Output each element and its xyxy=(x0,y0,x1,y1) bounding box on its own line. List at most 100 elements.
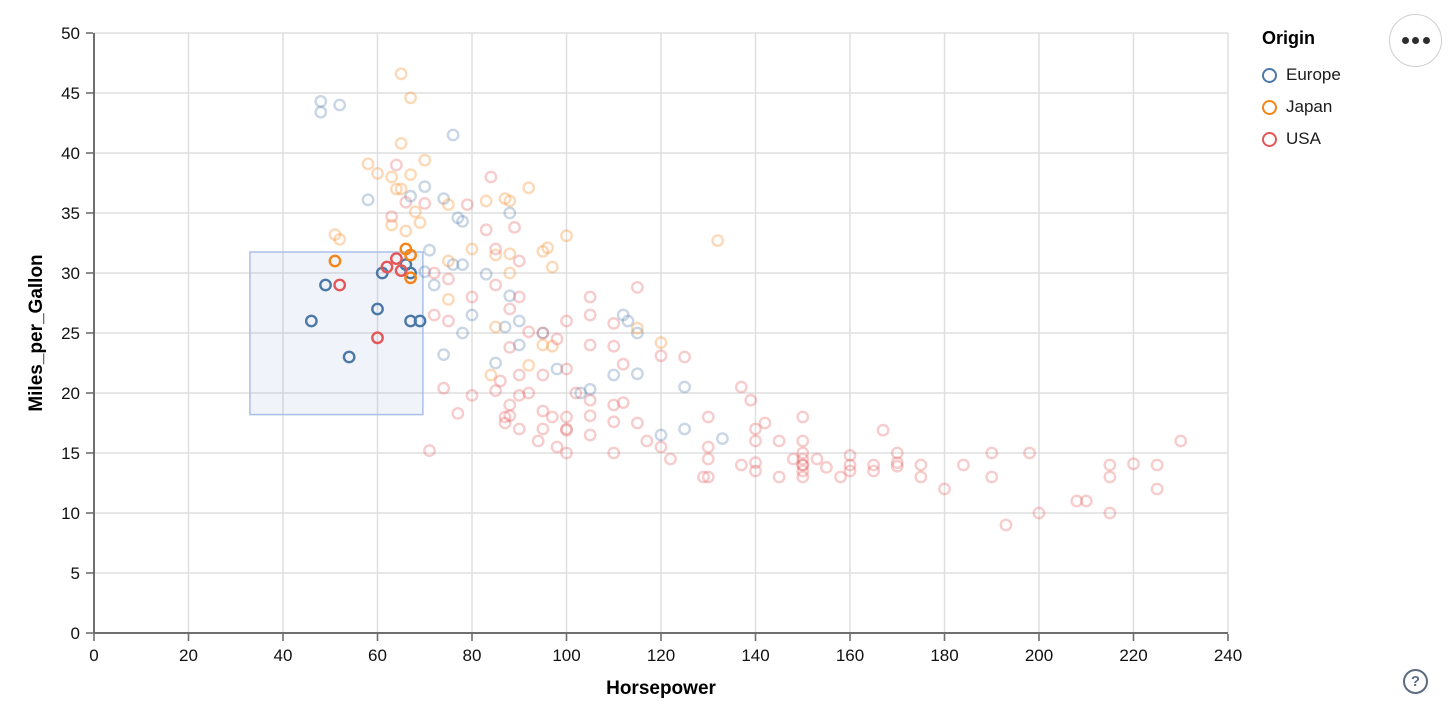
data-point-usa[interactable] xyxy=(583,409,597,423)
data-point-europe-selected[interactable] xyxy=(371,302,384,316)
data-point-europe[interactable] xyxy=(489,356,503,370)
data-point-usa[interactable] xyxy=(489,384,503,397)
data-point-usa[interactable] xyxy=(772,470,786,484)
data-point-japan[interactable] xyxy=(541,241,554,255)
data-point-usa[interactable] xyxy=(890,459,904,473)
data-point-europe[interactable] xyxy=(314,105,328,119)
data-point-usa[interactable] xyxy=(701,470,715,484)
data-point-europe[interactable] xyxy=(503,206,517,220)
data-point-europe[interactable] xyxy=(465,308,479,322)
data-point-usa[interactable] xyxy=(503,340,517,354)
data-point-europe[interactable] xyxy=(404,189,417,203)
data-point-usa[interactable] xyxy=(583,338,597,352)
data-point-japan[interactable] xyxy=(465,242,479,256)
data-point-usa[interactable] xyxy=(560,410,573,424)
data-point-japan[interactable] xyxy=(408,205,422,219)
data-point-usa[interactable] xyxy=(607,446,621,460)
legend-item-europe[interactable]: Europe xyxy=(1262,59,1341,91)
data-point-usa[interactable] xyxy=(607,415,621,429)
data-point-usa[interactable] xyxy=(522,386,536,400)
data-point-usa[interactable] xyxy=(796,464,810,478)
data-point-usa[interactable] xyxy=(512,254,526,268)
data-point-usa[interactable] xyxy=(1150,458,1164,472)
data-point-europe[interactable] xyxy=(630,326,644,340)
data-point-usa[interactable] xyxy=(985,446,999,460)
data-point-japan-selected[interactable] xyxy=(404,271,417,285)
data-point-europe[interactable] xyxy=(621,314,635,328)
data-point-japan[interactable] xyxy=(545,339,559,353)
data-point-usa[interactable] xyxy=(1070,494,1084,508)
data-point-europe[interactable] xyxy=(616,308,630,322)
legend-item-japan[interactable]: Japan xyxy=(1262,91,1341,123)
data-point-usa[interactable] xyxy=(569,386,583,400)
data-point-usa[interactable] xyxy=(1174,434,1188,448)
data-point-usa[interactable] xyxy=(957,458,970,472)
data-point-usa[interactable] xyxy=(512,368,526,382)
data-point-usa[interactable] xyxy=(503,398,517,412)
data-point-usa[interactable] xyxy=(1127,457,1140,471)
data-point-usa[interactable] xyxy=(678,350,692,364)
data-point-usa[interactable] xyxy=(1103,470,1117,484)
data-point-japan-selected[interactable] xyxy=(328,254,342,268)
data-point-japan[interactable] xyxy=(399,224,413,238)
data-point-japan[interactable] xyxy=(503,247,517,261)
data-point-usa[interactable] xyxy=(489,242,503,256)
data-point-usa[interactable] xyxy=(867,458,881,472)
data-point-usa[interactable] xyxy=(498,416,512,430)
data-point-usa[interactable] xyxy=(545,410,559,424)
data-point-japan-selected[interactable] xyxy=(404,248,417,262)
data-point-usa[interactable] xyxy=(985,470,999,484)
data-point-usa[interactable] xyxy=(1023,446,1036,460)
data-point-usa[interactable] xyxy=(607,398,621,412)
data-point-usa[interactable] xyxy=(772,434,786,448)
data-point-europe[interactable] xyxy=(314,95,328,108)
data-point-europe[interactable] xyxy=(333,98,347,112)
data-point-europe[interactable] xyxy=(446,128,460,142)
data-point-japan[interactable] xyxy=(630,321,644,335)
data-point-usa[interactable] xyxy=(1103,458,1117,472)
data-point-usa[interactable] xyxy=(583,428,597,442)
data-point-usa[interactable] xyxy=(503,409,517,423)
data-point-usa[interactable] xyxy=(536,404,550,418)
data-point-usa[interactable] xyxy=(654,349,668,363)
data-point-usa[interactable] xyxy=(810,452,824,466)
data-point-europe[interactable] xyxy=(654,428,668,442)
data-point-japan[interactable] xyxy=(484,368,498,382)
data-point-usa[interactable] xyxy=(498,410,512,424)
data-point-japan[interactable] xyxy=(404,168,417,182)
data-point-europe[interactable] xyxy=(536,326,550,340)
data-point-europe-selected[interactable] xyxy=(319,278,332,292)
data-point-usa[interactable] xyxy=(701,410,715,424)
data-point-usa[interactable] xyxy=(796,434,810,448)
data-point-usa[interactable] xyxy=(522,325,536,339)
data-point-usa[interactable] xyxy=(616,396,630,409)
data-point-usa[interactable] xyxy=(512,388,526,402)
data-point-europe[interactable] xyxy=(607,368,621,382)
data-point-japan[interactable] xyxy=(404,91,417,105)
data-point-japan[interactable] xyxy=(361,157,375,171)
data-point-usa-selected[interactable] xyxy=(389,252,403,266)
data-point-europe[interactable] xyxy=(456,258,469,271)
data-point-japan[interactable] xyxy=(441,254,455,268)
data-point-usa[interactable] xyxy=(796,458,810,472)
data-point-usa[interactable] xyxy=(616,357,630,371)
data-point-usa[interactable] xyxy=(744,393,758,407)
data-point-usa[interactable] xyxy=(890,456,904,469)
data-point-usa[interactable] xyxy=(531,434,545,448)
data-point-europe-selected[interactable] xyxy=(342,350,356,364)
data-point-europe-selected[interactable] xyxy=(304,314,318,328)
data-point-japan[interactable] xyxy=(536,338,550,352)
data-point-europe[interactable] xyxy=(498,320,512,334)
data-point-usa[interactable] xyxy=(630,280,644,294)
data-point-europe[interactable] xyxy=(550,362,564,376)
data-point-usa[interactable] xyxy=(427,266,441,280)
data-point-japan[interactable] xyxy=(394,136,408,150)
data-point-europe[interactable] xyxy=(418,265,432,279)
data-point-japan[interactable] xyxy=(394,182,408,196)
data-point-japan[interactable] xyxy=(654,336,668,349)
data-point-japan[interactable] xyxy=(498,192,512,206)
data-point-japan[interactable] xyxy=(489,320,503,334)
data-point-usa[interactable] xyxy=(512,290,526,304)
data-point-usa[interactable] xyxy=(536,326,550,340)
